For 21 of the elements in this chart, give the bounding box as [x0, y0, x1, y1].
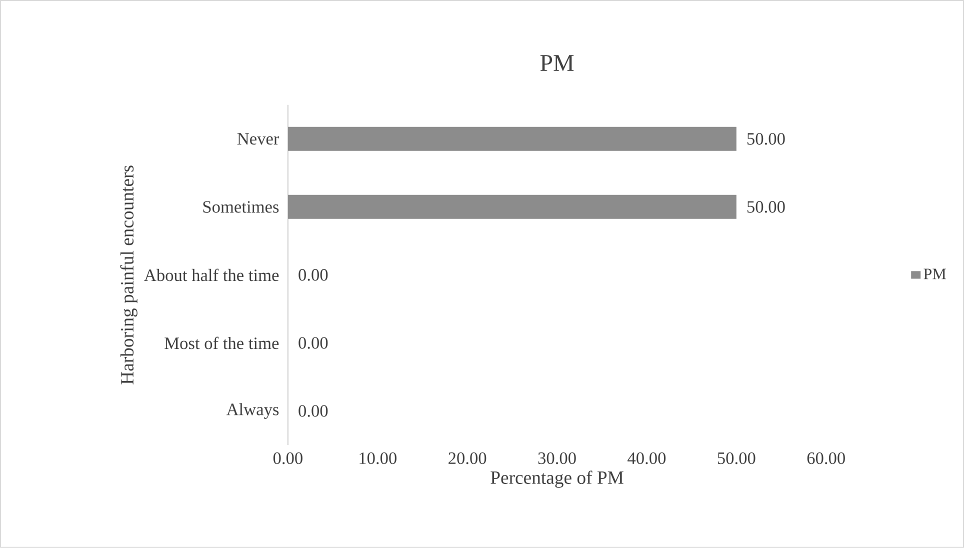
data-label: 0.00: [298, 337, 328, 349]
x-tick-label: 30.00: [538, 452, 576, 464]
x-tick-label: 40.00: [628, 452, 666, 464]
x-tick-label: 50.00: [718, 452, 756, 464]
x-tick-label: 0.00: [273, 452, 302, 464]
data-label: 50.00: [747, 133, 785, 145]
legend-label: PM: [924, 268, 946, 280]
x-axis-title: Percentage of PM: [490, 470, 624, 488]
data-label: 50.00: [747, 201, 785, 213]
x-tick-label: 10.00: [360, 452, 396, 464]
x-tick-label: 60.00: [807, 452, 845, 464]
y-tick-label: Most of the time: [164, 336, 279, 350]
data-label: 0.00: [298, 405, 328, 417]
y-axis-title: Harboring painful encounters: [120, 166, 138, 384]
chart-title: PM: [540, 55, 574, 71]
y-tick-label: Always: [226, 403, 279, 419]
y-tick-label: Sometimes: [203, 201, 279, 213]
data-label: 0.00: [298, 269, 328, 281]
y-tick-label: About half the time: [144, 268, 279, 282]
y-tick-label: Never: [237, 133, 280, 145]
x-tick-label: 20.00: [448, 452, 486, 464]
